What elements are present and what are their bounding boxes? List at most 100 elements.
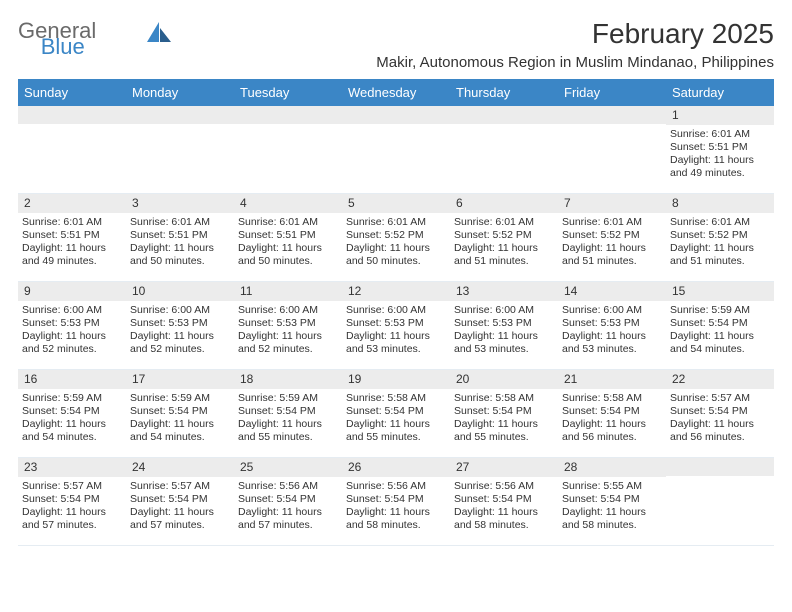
- day-number: [558, 106, 666, 124]
- calendar-cell: 26 Sunrise: 5:56 AMSunset: 5:54 PMDayligh…: [342, 458, 450, 545]
- sunrise-text: Sunrise: 5:59 AM: [238, 392, 338, 405]
- day-number: 16: [18, 370, 126, 389]
- day-header: Saturday: [666, 79, 774, 106]
- day-number: 13: [450, 282, 558, 301]
- day-number: 5: [342, 194, 450, 213]
- calendar-cell: 5 Sunrise: 6:01 AMSunset: 5:52 PMDaylight…: [342, 194, 450, 281]
- sunset-text: Sunset: 5:54 PM: [130, 493, 230, 506]
- day-number: 15: [666, 282, 774, 301]
- sunset-text: Sunset: 5:54 PM: [562, 493, 662, 506]
- day-number: 8: [666, 194, 774, 213]
- sunrise-text: Sunrise: 5:57 AM: [130, 480, 230, 493]
- day-header: Sunday: [18, 79, 126, 106]
- logo: General Blue: [18, 18, 173, 44]
- calendar-page: General Blue February 2025 Makir, Autono…: [0, 0, 792, 612]
- sunrise-text: Sunrise: 5:56 AM: [238, 480, 338, 493]
- sunrise-text: Sunrise: 6:00 AM: [130, 304, 230, 317]
- daylight-text: Daylight: 11 hours and 53 minutes.: [454, 330, 554, 356]
- sunset-text: Sunset: 5:52 PM: [670, 229, 770, 242]
- calendar-cell: 8 Sunrise: 6:01 AMSunset: 5:52 PMDaylight…: [666, 194, 774, 281]
- sunset-text: Sunset: 5:54 PM: [238, 405, 338, 418]
- daylight-text: Daylight: 11 hours and 51 minutes.: [670, 242, 770, 268]
- sunset-text: Sunset: 5:53 PM: [130, 317, 230, 330]
- calendar-cell: 16Sunrise: 5:59 AMSunset: 5:54 PMDayligh…: [18, 370, 126, 457]
- calendar-cell: [450, 106, 558, 193]
- sunrise-text: Sunrise: 5:56 AM: [346, 480, 446, 493]
- sunset-text: Sunset: 5:54 PM: [22, 405, 122, 418]
- day-number: [126, 106, 234, 124]
- day-number: [342, 106, 450, 124]
- page-subtitle: Makir, Autonomous Region in Muslim Minda…: [376, 54, 774, 71]
- day-number: [18, 106, 126, 124]
- day-header: Monday: [126, 79, 234, 106]
- day-number: 4: [234, 194, 342, 213]
- calendar-cell: [558, 106, 666, 193]
- day-number: 25: [234, 458, 342, 477]
- calendar-week: 2Sunrise: 6:01 AMSunset: 5:51 PMDaylight…: [18, 194, 774, 282]
- day-number: 2: [18, 194, 126, 213]
- daylight-text: Daylight: 11 hours and 50 minutes.: [238, 242, 338, 268]
- day-number: 3: [126, 194, 234, 213]
- daylight-text: Daylight: 11 hours and 58 minutes.: [346, 506, 446, 532]
- sunrise-text: Sunrise: 6:01 AM: [22, 216, 122, 229]
- calendar: Sunday Monday Tuesday Wednesday Thursday…: [18, 79, 774, 546]
- day-number: 19: [342, 370, 450, 389]
- daylight-text: Daylight: 11 hours and 50 minutes.: [346, 242, 446, 268]
- calendar-week: 9Sunrise: 6:00 AMSunset: 5:53 PMDaylight…: [18, 282, 774, 370]
- sunrise-text: Sunrise: 6:01 AM: [670, 128, 770, 141]
- daylight-text: Daylight: 11 hours and 53 minutes.: [346, 330, 446, 356]
- day-number: 20: [450, 370, 558, 389]
- title-block: February 2025 Makir, Autonomous Region i…: [376, 18, 774, 71]
- daylight-text: Daylight: 11 hours and 58 minutes.: [454, 506, 554, 532]
- header: General Blue February 2025 Makir, Autono…: [18, 18, 774, 71]
- sunrise-text: Sunrise: 6:00 AM: [346, 304, 446, 317]
- day-number: 12: [342, 282, 450, 301]
- daylight-text: Daylight: 11 hours and 54 minutes.: [22, 418, 122, 444]
- sunset-text: Sunset: 5:54 PM: [670, 317, 770, 330]
- calendar-cell: 11Sunrise: 6:00 AMSunset: 5:53 PMDayligh…: [234, 282, 342, 369]
- daylight-text: Daylight: 11 hours and 51 minutes.: [454, 242, 554, 268]
- sunset-text: Sunset: 5:53 PM: [346, 317, 446, 330]
- daylight-text: Daylight: 11 hours and 53 minutes.: [562, 330, 662, 356]
- sunrise-text: Sunrise: 6:00 AM: [562, 304, 662, 317]
- calendar-cell: 6Sunrise: 6:01 AMSunset: 5:52 PMDaylight…: [450, 194, 558, 281]
- calendar-cell: 9Sunrise: 6:00 AMSunset: 5:53 PMDaylight…: [18, 282, 126, 369]
- calendar-cell: [342, 106, 450, 193]
- calendar-cell: 27Sunrise: 5:56 AMSunset: 5:54 PMDayligh…: [450, 458, 558, 545]
- day-number: [234, 106, 342, 124]
- calendar-cell: [234, 106, 342, 193]
- sunrise-text: Sunrise: 5:58 AM: [562, 392, 662, 405]
- sunrise-text: Sunrise: 6:01 AM: [346, 216, 446, 229]
- daylight-text: Daylight: 11 hours and 50 minutes.: [130, 242, 230, 268]
- sunset-text: Sunset: 5:54 PM: [346, 493, 446, 506]
- calendar-cell: 15Sunrise: 5:59 AMSunset: 5:54 PMDayligh…: [666, 282, 774, 369]
- day-header-row: Sunday Monday Tuesday Wednesday Thursday…: [18, 79, 774, 106]
- day-header: Friday: [558, 79, 666, 106]
- daylight-text: Daylight: 11 hours and 55 minutes.: [238, 418, 338, 444]
- daylight-text: Daylight: 11 hours and 52 minutes.: [22, 330, 122, 356]
- calendar-cell: 18 Sunrise: 5:59 AMSunset: 5:54 PMDayligh…: [234, 370, 342, 457]
- calendar-cell: [666, 458, 774, 545]
- sunset-text: Sunset: 5:52 PM: [346, 229, 446, 242]
- calendar-cell: 1Sunrise: 6:01 AMSunset: 5:51 PMDaylight…: [666, 106, 774, 193]
- sunset-text: Sunset: 5:51 PM: [22, 229, 122, 242]
- sunrise-text: Sunrise: 5:59 AM: [670, 304, 770, 317]
- sunrise-text: Sunrise: 6:01 AM: [670, 216, 770, 229]
- day-number: 6: [450, 194, 558, 213]
- calendar-cell: 20Sunrise: 5:58 AMSunset: 5:54 PMDayligh…: [450, 370, 558, 457]
- day-header: Tuesday: [234, 79, 342, 106]
- sunset-text: Sunset: 5:53 PM: [454, 317, 554, 330]
- day-number: 28: [558, 458, 666, 477]
- daylight-text: Daylight: 11 hours and 49 minutes.: [670, 154, 770, 180]
- calendar-cell: 4Sunrise: 6:01 AMSunset: 5:51 PMDaylight…: [234, 194, 342, 281]
- day-number: 17: [126, 370, 234, 389]
- day-header: Wednesday: [342, 79, 450, 106]
- sunrise-text: Sunrise: 6:01 AM: [238, 216, 338, 229]
- daylight-text: Daylight: 11 hours and 55 minutes.: [454, 418, 554, 444]
- day-number: 18: [234, 370, 342, 389]
- daylight-text: Daylight: 11 hours and 58 minutes.: [562, 506, 662, 532]
- day-number: 26: [342, 458, 450, 477]
- calendar-cell: 14Sunrise: 6:00 AMSunset: 5:53 PMDayligh…: [558, 282, 666, 369]
- sunrise-text: Sunrise: 5:57 AM: [670, 392, 770, 405]
- day-number: 10: [126, 282, 234, 301]
